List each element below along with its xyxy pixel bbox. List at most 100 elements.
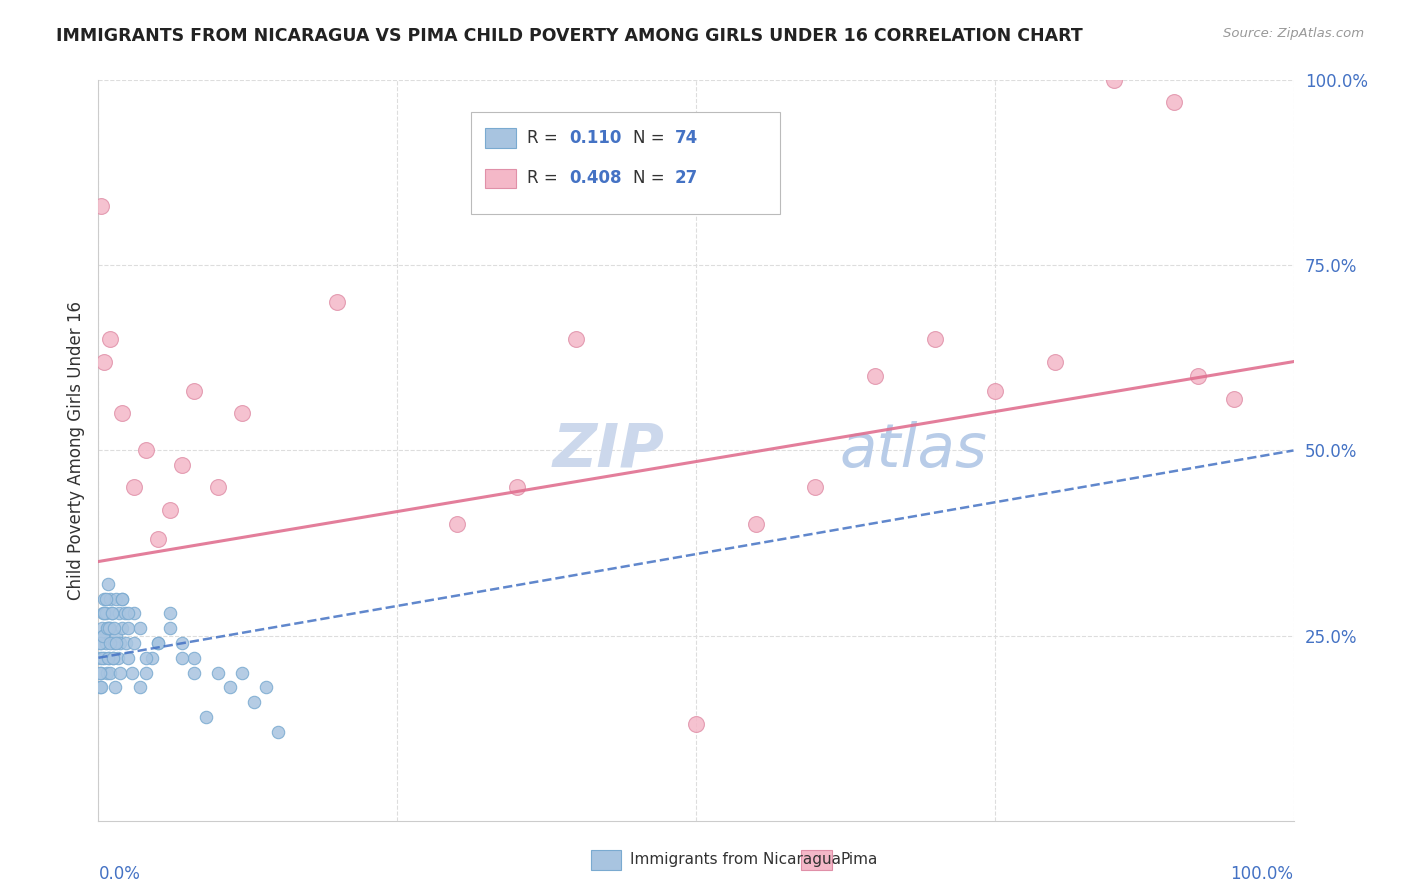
Point [172,636,194,650]
Point [98,650,121,665]
Point [129,681,152,695]
Text: Pima: Pima [841,853,879,867]
Point [94,636,117,650]
Point [129,621,152,635]
Point [124,636,146,650]
Point [108,636,131,650]
Point [91,650,114,665]
Point [98,636,122,650]
Point [104,681,127,695]
Point [105,636,128,650]
Point [124,607,146,621]
Point [111,591,134,606]
Point [135,443,157,458]
Point [1223,392,1246,406]
Point [207,665,229,680]
Point [135,665,157,680]
Point [141,650,163,665]
Point [91,607,114,621]
Point [195,710,218,724]
Point [91,621,114,635]
Point [93,591,115,606]
Point [107,607,129,621]
Text: 0.110: 0.110 [569,129,621,147]
Point [96,621,118,635]
Point [105,591,128,606]
Point [135,650,157,665]
Point [97,576,120,591]
Text: 27: 27 [675,169,699,187]
Point [98,621,121,635]
Text: 74: 74 [675,129,699,147]
Text: atlas: atlas [839,421,987,480]
Point [117,607,139,621]
Point [159,502,181,516]
Point [183,384,205,399]
Point [103,636,125,650]
Text: R =: R = [527,129,564,147]
Point [101,650,124,665]
Point [1163,95,1185,110]
Point [111,591,134,606]
Point [93,607,115,621]
Point [103,621,125,635]
Point [565,333,588,347]
Point [100,607,122,621]
Point [183,665,205,680]
Point [93,650,115,665]
Point [94,607,117,621]
Text: IMMIGRANTS FROM NICARAGUA VS PIMA CHILD POVERTY AMONG GIRLS UNDER 16 CORRELATION: IMMIGRANTS FROM NICARAGUA VS PIMA CHILD … [56,27,1083,45]
Point [254,681,277,695]
Point [865,369,887,384]
Point [108,665,131,680]
Point [1187,369,1209,384]
Point [124,481,146,495]
Point [91,628,114,642]
Point [98,591,122,606]
Point [446,517,468,532]
Point [159,607,181,621]
Y-axis label: Child Poverty Among Girls Under 16: Child Poverty Among Girls Under 16 [66,301,84,600]
Point [97,621,120,635]
Point [94,591,117,606]
Point [100,607,122,621]
Point [90,199,112,213]
Point [107,650,129,665]
Text: ZIP: ZIP [553,421,665,480]
Point [183,650,205,665]
Text: 0.0%: 0.0% [98,865,141,883]
Point [105,628,128,642]
Point [172,458,194,473]
Point [98,665,122,680]
Point [90,636,112,650]
Point [91,628,114,642]
Point [231,407,253,421]
Point [115,636,138,650]
Point [804,481,827,495]
Point [89,681,111,695]
Point [243,695,266,709]
Point [219,681,242,695]
Point [984,384,1007,399]
Point [97,650,120,665]
Point [685,717,707,731]
Point [924,333,946,347]
Text: N =: N = [633,169,669,187]
Point [1043,354,1066,368]
Point [207,481,229,495]
Point [101,650,124,665]
Point [1104,73,1126,87]
Point [89,636,111,650]
Point [98,333,122,347]
Point [148,636,170,650]
Point [231,665,253,680]
Point [326,295,349,310]
Point [121,665,143,680]
Point [267,724,290,739]
Text: N =: N = [633,129,669,147]
Point [117,650,139,665]
Point [90,681,112,695]
Point [506,481,529,495]
Text: Source: ZipAtlas.com: Source: ZipAtlas.com [1223,27,1364,40]
Point [159,621,181,635]
